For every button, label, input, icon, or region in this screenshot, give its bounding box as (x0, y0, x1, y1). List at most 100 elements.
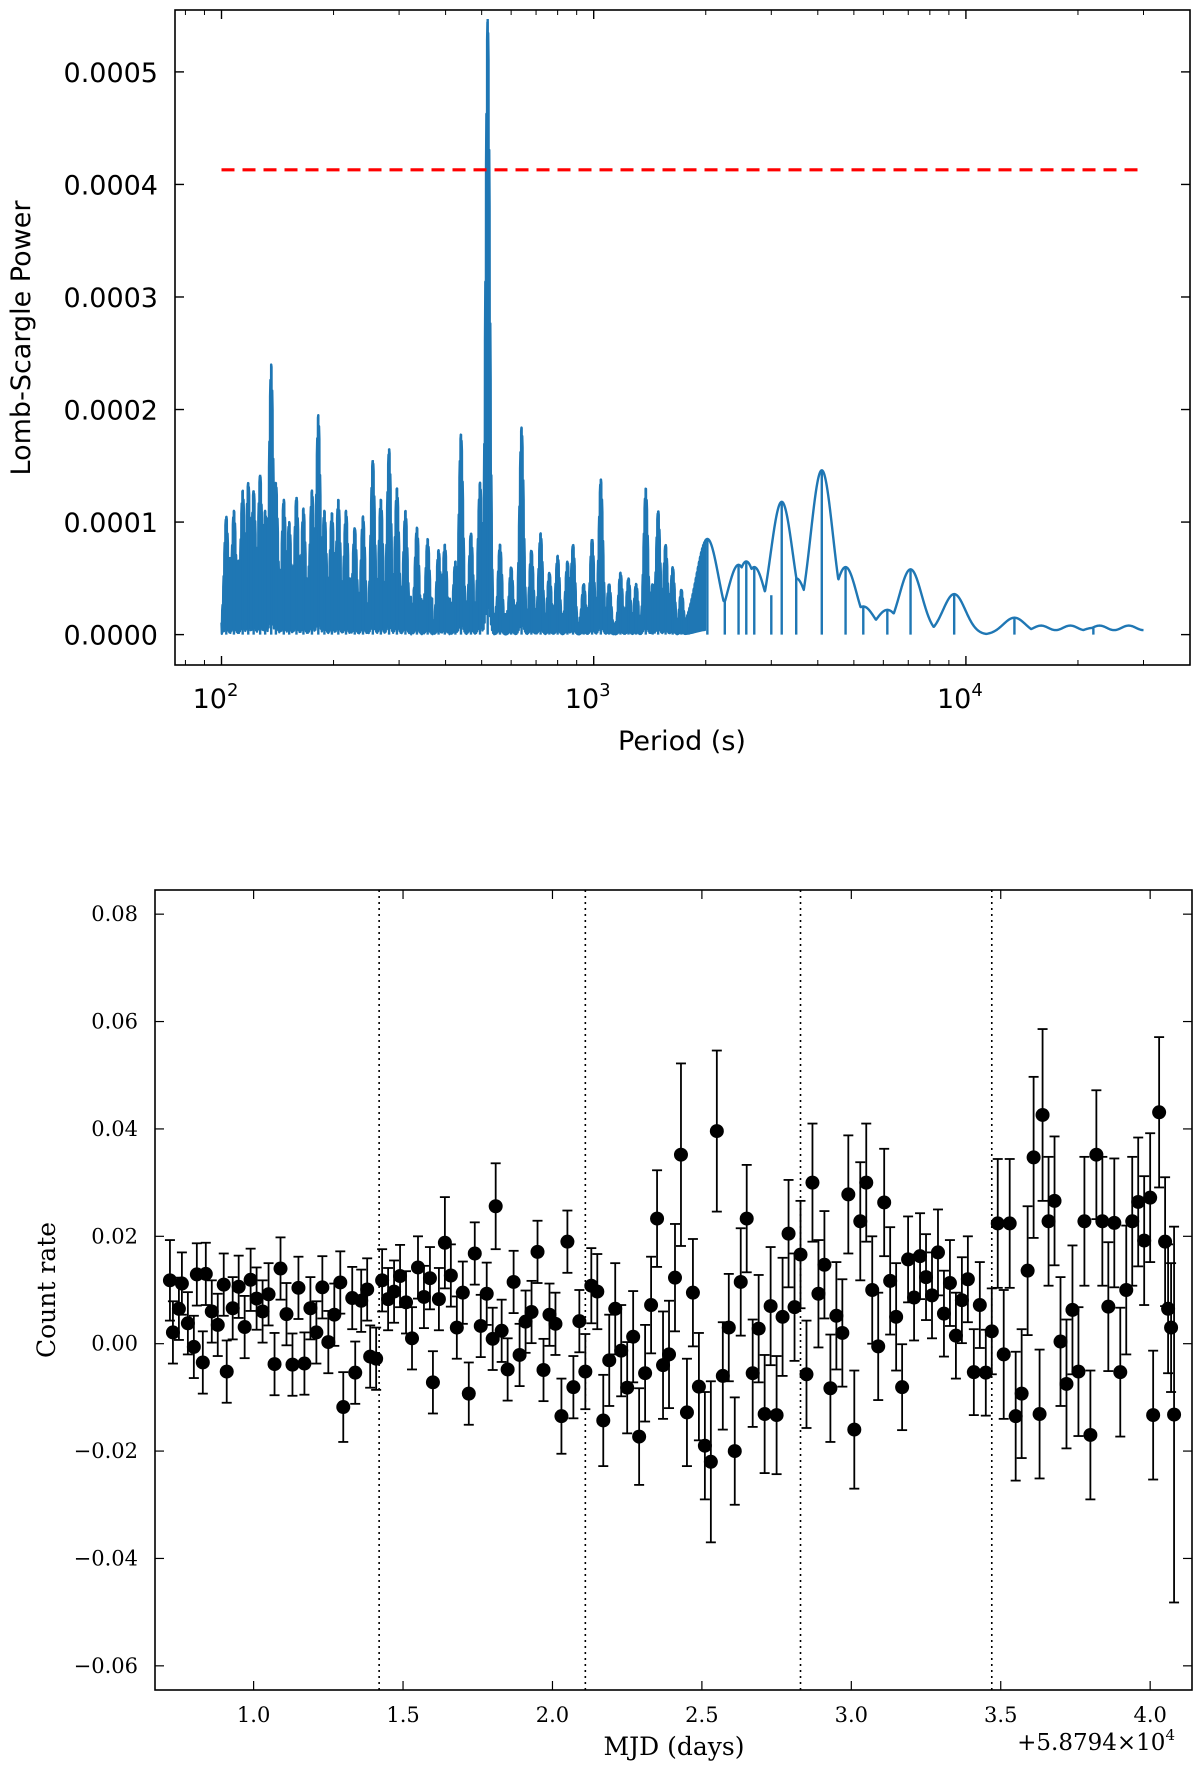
light-curve-point (1020, 1263, 1035, 1278)
light-curve-point (996, 1347, 1011, 1362)
light-curve-vertical-lines (378, 890, 993, 1690)
light-curve-point (1032, 1407, 1047, 1422)
light-curve-point (410, 1260, 425, 1275)
light-curve-point (360, 1282, 375, 1297)
light-curve-point (978, 1365, 993, 1380)
light-curve-point (936, 1306, 951, 1321)
periodogram-chart: 102 103 104 0.0000 0.0001 0.0002 0.0003 0.0004… (6, 9, 1191, 757)
light-curve-point (697, 1438, 712, 1453)
light-curve-point (679, 1405, 694, 1420)
light-curve-point (354, 1293, 369, 1308)
light-curve-point (405, 1331, 420, 1346)
light-curve-point (174, 1276, 189, 1291)
light-curve-point (907, 1290, 922, 1305)
light-curve-point (644, 1298, 659, 1313)
light-curve-y-ticks: 0.08 0.06 0.04 0.02 0.00 −0.02 −0.04 −0.06 (74, 902, 1192, 1678)
light-curve-chart: 1.0 1.5 2.0 2.5 3.0 3.5 4.0 0.080.060.040.020.… (32, 889, 1193, 1761)
light-curve-x-tick-label: 1.0 (237, 1703, 270, 1727)
light-curve-point (488, 1199, 503, 1214)
light-curve-point (715, 1368, 730, 1383)
light-curve-point (512, 1347, 527, 1362)
light-curve-y-tick-label: 0.08 (91, 902, 138, 926)
light-curve-x-axis-label: MJD (days) (604, 1732, 745, 1761)
light-curve-point (1131, 1194, 1146, 1209)
light-curve-point (1053, 1334, 1068, 1349)
light-curve-point (1164, 1320, 1179, 1335)
light-curve-point (877, 1195, 892, 1210)
light-curve-point (261, 1287, 276, 1302)
light-curve-point (948, 1328, 963, 1343)
light-curve-point (204, 1304, 219, 1319)
light-curve-point (1014, 1386, 1029, 1401)
light-curve-point (1137, 1233, 1152, 1248)
light-curve-point (1002, 1216, 1017, 1231)
light-curve-point (506, 1274, 521, 1289)
light-curve-point (387, 1284, 402, 1299)
periodogram-x-tick-label: 104 (937, 680, 983, 715)
light-curve-point (165, 1325, 180, 1340)
periodogram-x-ticks: 102 103 104 (184, 10, 1191, 715)
light-curve-x-tick-label: 1.5 (386, 1703, 419, 1727)
light-curve-point (1077, 1214, 1092, 1229)
periodogram-y-axis-label: Lomb-Scargle Power (6, 200, 37, 476)
light-curve-point (930, 1245, 945, 1260)
light-curve-point (348, 1365, 363, 1380)
light-curve-series (162, 1028, 1182, 1604)
light-curve-point (467, 1246, 482, 1261)
light-curve-point (231, 1279, 246, 1294)
light-curve-point (769, 1408, 784, 1423)
light-curve-point (449, 1320, 464, 1335)
light-curve-point (431, 1292, 446, 1307)
light-curve-point (626, 1329, 641, 1344)
light-curve-point (375, 1273, 390, 1288)
light-curve-point (198, 1266, 213, 1281)
light-curve-point (216, 1277, 231, 1292)
light-curve-point (500, 1362, 515, 1377)
light-curve-point (972, 1298, 987, 1313)
light-curve-point (775, 1309, 790, 1324)
light-curve-point (787, 1300, 802, 1315)
periodogram-y-tick-label: 0.0004 (64, 170, 158, 201)
light-curve-point (171, 1301, 186, 1316)
periodogram-y-tick-label: 0.0005 (64, 58, 158, 89)
light-curve-point (913, 1249, 928, 1264)
light-curve-point (578, 1364, 593, 1379)
light-curve-point (990, 1216, 1005, 1231)
light-curve-point (1152, 1105, 1167, 1120)
light-curve-y-tick-label: 0.00 (91, 1332, 138, 1356)
light-curve-point (817, 1257, 832, 1272)
light-curve-point (667, 1270, 682, 1285)
light-curve-point (524, 1305, 539, 1320)
light-curve-point (1107, 1215, 1122, 1230)
light-curve-point (279, 1307, 294, 1322)
light-curve-point (422, 1271, 437, 1286)
light-curve-point (614, 1343, 629, 1358)
light-curve-point (865, 1283, 880, 1297)
light-curve-point (823, 1381, 838, 1396)
light-curve-point (673, 1147, 688, 1162)
light-curve-point (536, 1363, 551, 1377)
light-curve-point (763, 1299, 778, 1314)
periodogram-y-tick-label: 0.0000 (64, 621, 158, 652)
light-curve-point (602, 1353, 617, 1368)
light-curve-point (883, 1273, 898, 1288)
light-curve-point (393, 1269, 408, 1284)
light-curve-point (1161, 1301, 1176, 1316)
light-curve-point (889, 1309, 904, 1324)
light-curve-point (805, 1175, 820, 1190)
light-curve-point (703, 1454, 718, 1469)
periodogram-y-tick-label: 0.0001 (64, 508, 158, 539)
light-curve-point (336, 1400, 351, 1415)
light-curve-point (1071, 1364, 1086, 1379)
light-curve-x-tick-label: 2.5 (685, 1703, 718, 1727)
light-curve-point (485, 1331, 500, 1346)
periodogram-x-tick-label: 103 (565, 680, 611, 715)
light-curve-point (1059, 1376, 1074, 1391)
periodogram-y-ticks: 0.0000 0.0001 0.0002 0.0003 0.0004 0.0005 (64, 58, 1190, 652)
light-curve-point (984, 1324, 999, 1339)
light-curve-point (437, 1235, 452, 1250)
light-curve-point (1143, 1190, 1158, 1205)
light-curve-point (662, 1347, 677, 1362)
light-curve-point (1158, 1234, 1173, 1249)
periodogram-y-tick-label: 0.0002 (64, 396, 158, 427)
